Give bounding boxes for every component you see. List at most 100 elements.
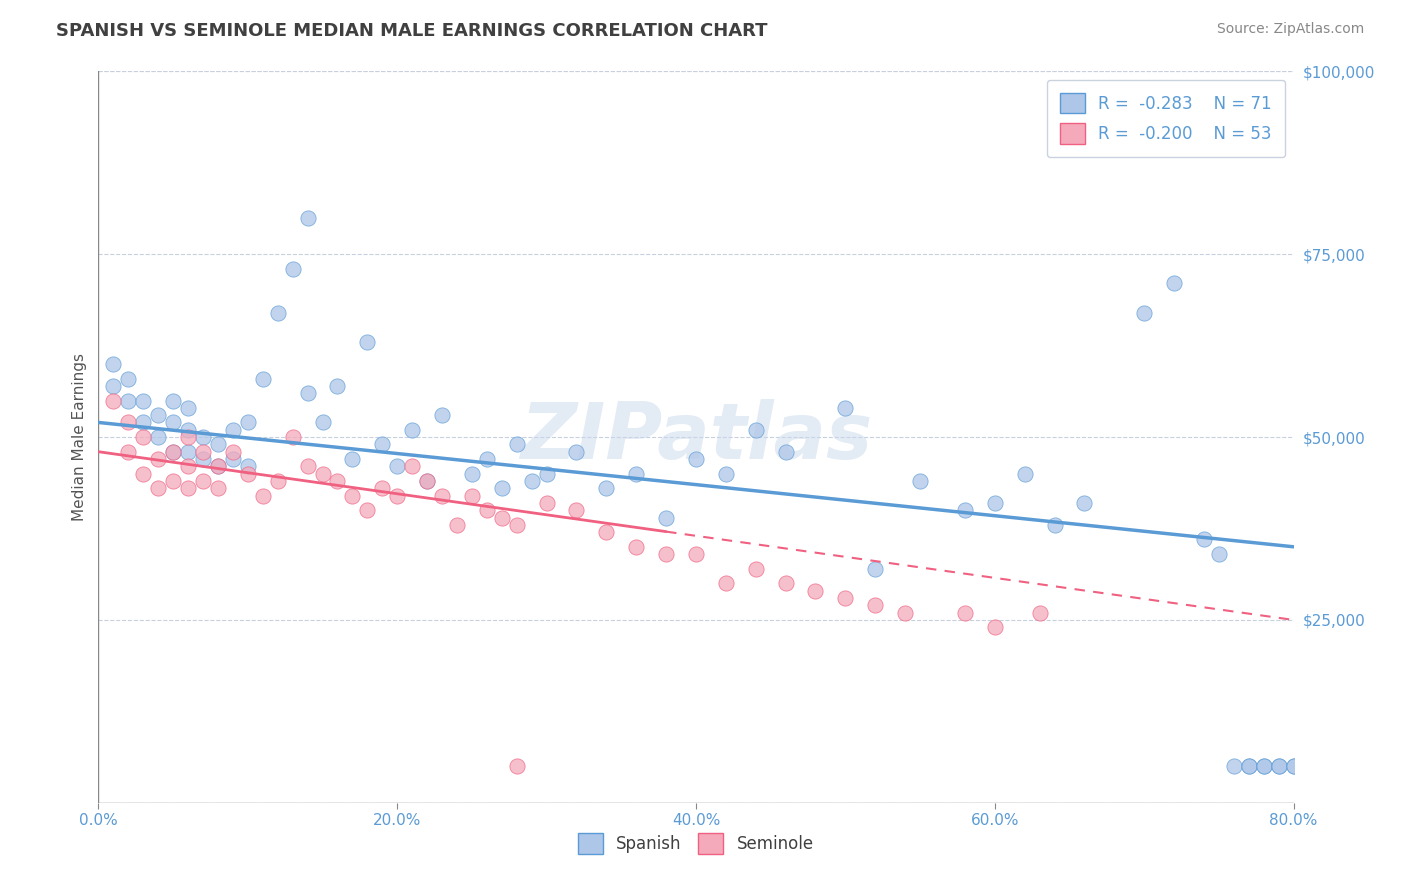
Point bbox=[834, 401, 856, 415]
Text: ZIPatlas: ZIPatlas bbox=[520, 399, 872, 475]
Point bbox=[1282, 759, 1305, 773]
Point bbox=[207, 437, 229, 451]
Point bbox=[1014, 467, 1036, 481]
Point bbox=[1267, 759, 1289, 773]
Point bbox=[626, 540, 648, 554]
Point bbox=[148, 430, 170, 444]
Point bbox=[491, 510, 513, 524]
Point bbox=[520, 474, 543, 488]
Point bbox=[401, 423, 423, 437]
Point bbox=[236, 416, 259, 430]
Point bbox=[132, 416, 155, 430]
Point bbox=[297, 386, 319, 401]
Point bbox=[103, 357, 125, 371]
Point bbox=[1282, 759, 1305, 773]
Point bbox=[177, 401, 200, 415]
Point bbox=[655, 510, 678, 524]
Point bbox=[148, 408, 170, 422]
Y-axis label: Median Male Earnings: Median Male Earnings bbox=[72, 353, 87, 521]
Point bbox=[430, 489, 453, 503]
Point bbox=[371, 481, 394, 495]
Point bbox=[222, 444, 245, 458]
Point bbox=[222, 423, 245, 437]
Point bbox=[326, 474, 349, 488]
Point bbox=[177, 481, 200, 495]
Point bbox=[1208, 547, 1230, 561]
Point bbox=[714, 576, 737, 591]
Point bbox=[894, 606, 917, 620]
Point bbox=[191, 474, 214, 488]
Point bbox=[236, 459, 259, 474]
Point bbox=[430, 408, 453, 422]
Point bbox=[953, 503, 976, 517]
Point bbox=[865, 562, 887, 576]
Point bbox=[326, 379, 349, 393]
Point bbox=[207, 459, 229, 474]
Point bbox=[132, 393, 155, 408]
Point bbox=[446, 517, 468, 532]
Point bbox=[865, 599, 887, 613]
Point bbox=[626, 467, 648, 481]
Point bbox=[1223, 759, 1246, 773]
Point bbox=[132, 430, 155, 444]
Text: Source: ZipAtlas.com: Source: ZipAtlas.com bbox=[1216, 22, 1364, 37]
Point bbox=[103, 379, 125, 393]
Point bbox=[685, 547, 707, 561]
Point bbox=[252, 489, 274, 503]
Point bbox=[953, 606, 976, 620]
Legend: Spanish, Seminole: Spanish, Seminole bbox=[571, 827, 821, 860]
Point bbox=[371, 437, 394, 451]
Point bbox=[565, 503, 588, 517]
Point bbox=[984, 496, 1007, 510]
Point bbox=[506, 517, 529, 532]
Point bbox=[267, 474, 290, 488]
Point bbox=[565, 444, 588, 458]
Point bbox=[177, 423, 200, 437]
Point bbox=[342, 489, 364, 503]
Point bbox=[685, 452, 707, 467]
Point bbox=[1253, 759, 1275, 773]
Point bbox=[356, 334, 378, 349]
Point bbox=[356, 503, 378, 517]
Point bbox=[281, 430, 304, 444]
Point bbox=[908, 474, 931, 488]
Point bbox=[595, 525, 617, 540]
Point bbox=[222, 452, 245, 467]
Point bbox=[416, 474, 439, 488]
Point bbox=[191, 452, 214, 467]
Point bbox=[1192, 533, 1215, 547]
Point bbox=[162, 444, 184, 458]
Point bbox=[342, 452, 364, 467]
Point bbox=[162, 474, 184, 488]
Point bbox=[655, 547, 678, 561]
Point bbox=[506, 759, 529, 773]
Point bbox=[536, 496, 558, 510]
Point bbox=[401, 459, 423, 474]
Point bbox=[834, 591, 856, 605]
Point bbox=[103, 393, 125, 408]
Point bbox=[177, 444, 200, 458]
Point bbox=[1237, 759, 1260, 773]
Point bbox=[475, 452, 498, 467]
Point bbox=[775, 576, 797, 591]
Point bbox=[745, 423, 768, 437]
Point bbox=[385, 459, 409, 474]
Point bbox=[1133, 306, 1156, 320]
Point bbox=[191, 444, 214, 458]
Point bbox=[162, 393, 184, 408]
Text: SPANISH VS SEMINOLE MEDIAN MALE EARNINGS CORRELATION CHART: SPANISH VS SEMINOLE MEDIAN MALE EARNINGS… bbox=[56, 22, 768, 40]
Point bbox=[1028, 606, 1050, 620]
Point bbox=[148, 481, 170, 495]
Point bbox=[162, 416, 184, 430]
Point bbox=[162, 444, 184, 458]
Point bbox=[461, 489, 484, 503]
Point bbox=[117, 444, 139, 458]
Point bbox=[595, 481, 617, 495]
Point bbox=[804, 583, 827, 598]
Point bbox=[491, 481, 513, 495]
Point bbox=[461, 467, 484, 481]
Point bbox=[252, 371, 274, 385]
Point bbox=[207, 459, 229, 474]
Point bbox=[1163, 277, 1185, 291]
Point bbox=[311, 467, 333, 481]
